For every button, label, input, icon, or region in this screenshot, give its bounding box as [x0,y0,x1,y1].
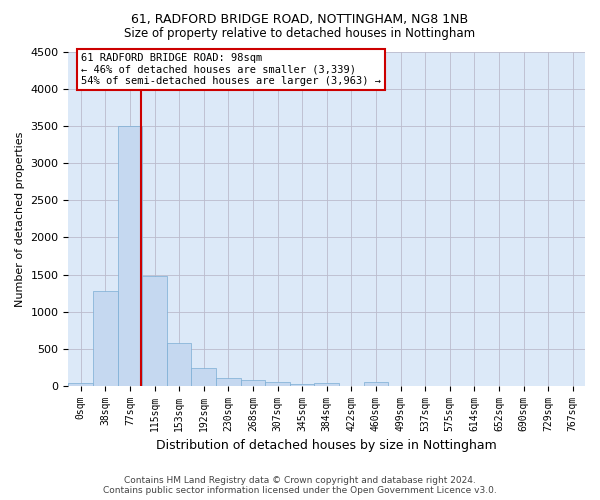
Bar [93,291,118,386]
Bar [265,382,290,386]
Bar [142,276,167,386]
Bar [191,368,216,386]
Text: Size of property relative to detached houses in Nottingham: Size of property relative to detached ho… [124,28,476,40]
Bar [167,343,191,386]
Bar [241,380,265,386]
Text: 61, RADFORD BRIDGE ROAD, NOTTINGHAM, NG8 1NB: 61, RADFORD BRIDGE ROAD, NOTTINGHAM, NG8… [131,12,469,26]
Bar [364,382,388,386]
Text: Contains HM Land Registry data © Crown copyright and database right 2024.
Contai: Contains HM Land Registry data © Crown c… [103,476,497,495]
Text: 61 RADFORD BRIDGE ROAD: 98sqm
← 46% of detached houses are smaller (3,339)
54% o: 61 RADFORD BRIDGE ROAD: 98sqm ← 46% of d… [81,53,381,86]
Y-axis label: Number of detached properties: Number of detached properties [15,131,25,306]
Bar [216,378,241,386]
X-axis label: Distribution of detached houses by size in Nottingham: Distribution of detached houses by size … [157,440,497,452]
Bar [68,383,93,386]
Bar [118,126,142,386]
Bar [314,383,339,386]
Bar [290,384,314,386]
